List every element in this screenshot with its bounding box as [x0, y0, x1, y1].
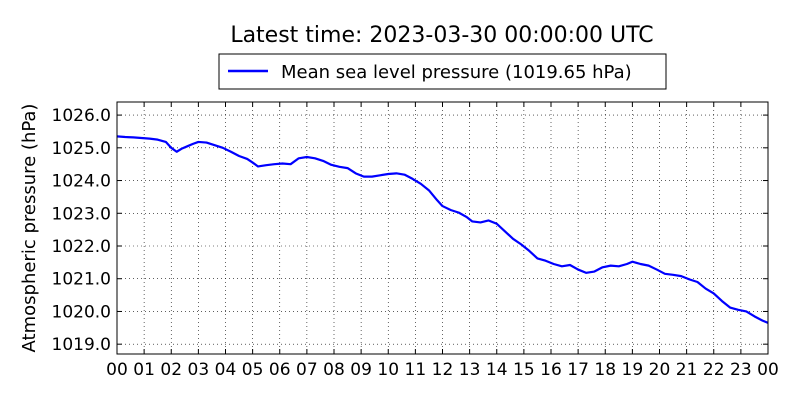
y-tick-label: 1021.0: [52, 270, 111, 290]
x-tick-label: 06: [269, 360, 291, 380]
y-tick-label: 1023.0: [52, 204, 111, 224]
x-tick-label: 03: [188, 360, 210, 380]
x-tick-label: 17: [567, 360, 589, 380]
grid: [117, 102, 768, 354]
x-tick-label: 20: [649, 360, 671, 380]
x-tick-label: 14: [486, 360, 508, 380]
y-tick-label: 1025.0: [52, 139, 111, 159]
x-tick-label: 21: [676, 360, 698, 380]
y-tick-label: 1024.0: [52, 172, 111, 192]
series-line-msl-pressure: [116, 135, 769, 324]
x-tick-label: 09: [350, 360, 372, 380]
legend: Mean sea level pressure (1019.65 hPa): [218, 53, 667, 90]
x-tick-label: 00: [757, 360, 779, 380]
x-tick-label: 22: [703, 360, 725, 380]
x-tick-label: 05: [242, 360, 264, 380]
x-tick-label: 12: [432, 360, 454, 380]
ticks: [116, 102, 769, 354]
x-tick-label: 11: [405, 360, 427, 380]
x-tick-label: 18: [594, 360, 616, 380]
x-tick-label: 07: [296, 360, 318, 380]
x-tick-label: 10: [377, 360, 399, 380]
x-tick-label: 19: [622, 360, 644, 380]
x-tick-label: 01: [133, 360, 155, 380]
y-tick-label: 1019.0: [52, 335, 111, 355]
y-tick-label: 1026.0: [52, 106, 111, 126]
x-tick-label: 16: [540, 360, 562, 380]
x-tick-label: 02: [160, 360, 182, 380]
x-tick-labels: 00 01 02 03 04 05 06 07 08 09 10 11 12 13 14 15 16 17 18 19…: [106, 360, 779, 380]
x-tick-label: 13: [459, 360, 481, 380]
plot-area: [117, 102, 768, 354]
x-tick-label: 04: [215, 360, 237, 380]
y-axis-label: Atmospheric pressure (hPa): [19, 104, 40, 353]
x-tick-label: 08: [323, 360, 345, 380]
series-layer: [116, 135, 769, 324]
legend-label: Mean sea level pressure (1019.65 hPa): [281, 62, 632, 83]
y-tick-labels: 1019.0 1020.0 1021.0 1022.0 1023.0 1024.0 1025…: [52, 106, 111, 355]
x-tick-label: 00: [106, 360, 128, 380]
y-tick-label: 1020.0: [52, 302, 111, 322]
legend-box: [218, 53, 667, 90]
y-tick-label: 1022.0: [52, 237, 111, 257]
chart-title: Latest time: 2023-03-30 00:00:00 UTC: [230, 23, 653, 48]
x-tick-label: 15: [513, 360, 535, 380]
x-tick-label: 23: [730, 360, 752, 380]
